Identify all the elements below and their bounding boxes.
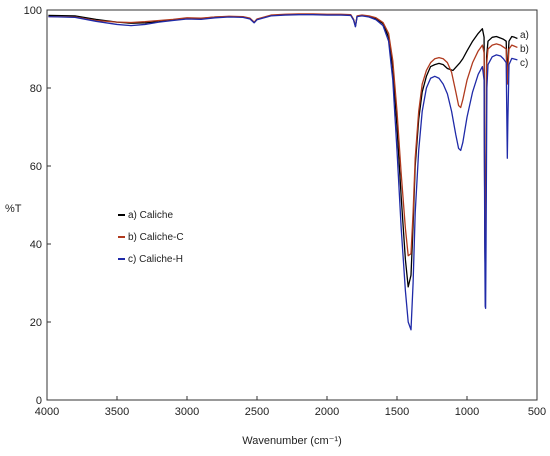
x-tick-label: 500: [528, 406, 546, 418]
y-tick-label: 20: [30, 317, 42, 329]
legend-label: b) Caliche-C: [128, 232, 184, 243]
y-tick-label: 60: [30, 161, 42, 173]
legend-label: a) Caliche: [128, 210, 173, 221]
y-tick-label: 100: [24, 5, 42, 17]
series-line-2: [48, 13, 518, 284]
y-axis-title: %T: [5, 203, 22, 215]
end-labels: a) b) c): [520, 30, 529, 69]
x-tick-label: 2000: [315, 406, 339, 418]
ticks-layer: 4000 3500 3000 2500 2000 1500 1000 500 0 20 40 60 80…: [24, 5, 547, 418]
series-end-label: a): [520, 30, 529, 41]
y-tick-label: 40: [30, 239, 42, 251]
series-layer: [48, 13, 518, 331]
x-tick-label: 1000: [455, 406, 479, 418]
x-tick-label: 1500: [385, 406, 409, 418]
series-end-label: c): [520, 58, 528, 69]
series-line-1: [48, 13, 518, 288]
x-tick-label: 3000: [175, 406, 199, 418]
series-end-label: b): [520, 44, 529, 55]
x-tick-label: 4000: [35, 406, 59, 418]
plot-frame: [46, 9, 538, 401]
x-tick-label: 3500: [105, 406, 129, 418]
legend-label: c) Caliche-H: [128, 254, 183, 265]
x-tick-label: 2500: [245, 406, 269, 418]
series-line-3: [48, 14, 518, 331]
x-axis-title: Wavenumber (cm⁻¹): [242, 435, 342, 447]
legend: a) Caliche b) Caliche-C c) Caliche-H: [118, 210, 184, 265]
y-tick-label: 80: [30, 83, 42, 95]
y-tick-label: 0: [36, 395, 42, 407]
